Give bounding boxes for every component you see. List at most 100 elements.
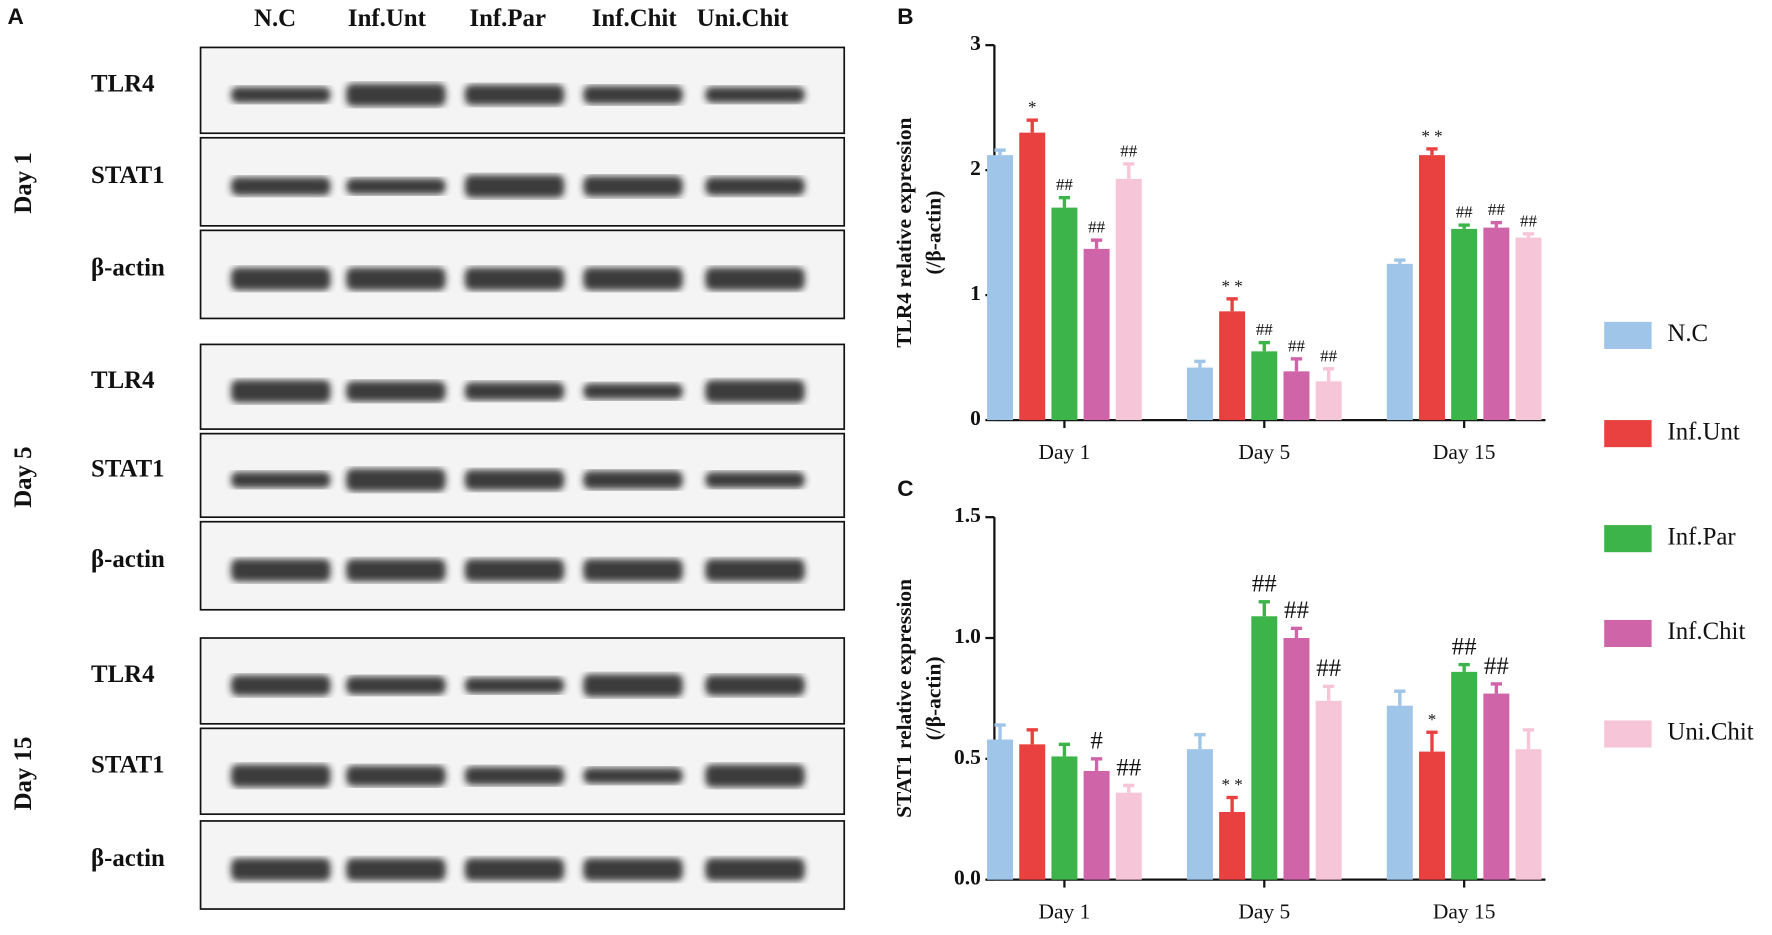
significance-mark: ##	[1256, 320, 1273, 339]
lane-label: Uni.Chit	[697, 5, 789, 32]
significance-mark: ##	[1120, 141, 1137, 160]
blot-band	[464, 382, 565, 401]
bar	[1186, 749, 1213, 880]
bar	[1451, 671, 1478, 880]
row-label: β-actin	[91, 845, 165, 872]
y-tick-label: 2	[970, 156, 981, 180]
blot-band	[705, 267, 805, 291]
blot-band	[464, 267, 565, 291]
y-tick-label: 0	[970, 406, 981, 430]
bar	[1418, 155, 1445, 421]
legend-label: Inf.Par	[1667, 523, 1736, 550]
significance-mark: ##	[1452, 633, 1477, 660]
bar	[1315, 700, 1342, 880]
significance-mark: ##	[1284, 597, 1309, 624]
blot-band	[464, 84, 565, 106]
y-axis-label: STAT1 relative expression	[892, 579, 916, 818]
bar	[1315, 381, 1342, 421]
bar	[1019, 744, 1046, 880]
significance-mark: * *	[1421, 126, 1442, 145]
blot-band	[705, 764, 805, 788]
y-tick-label: 0.0	[954, 866, 981, 890]
row-label: TLR4	[91, 367, 154, 394]
bar	[1386, 263, 1413, 421]
significance-mark: * *	[1222, 775, 1243, 794]
row-label: β-actin	[91, 546, 165, 573]
panel-label: B	[897, 4, 913, 29]
significance-mark: ##	[1484, 653, 1509, 680]
blot-band	[346, 558, 446, 582]
blot-band	[346, 676, 446, 695]
bar	[1219, 812, 1246, 880]
blot-band	[705, 558, 805, 582]
bar	[1051, 207, 1078, 421]
day-label: Day 1	[10, 152, 37, 213]
blot-band	[705, 472, 805, 488]
blot-band	[231, 177, 331, 196]
blot-band	[231, 558, 331, 582]
significance-mark: ##	[1520, 211, 1537, 230]
blot-band	[231, 472, 331, 488]
y-tick-label: 0.5	[954, 745, 981, 769]
y-axis-label: (/β-actin)	[922, 656, 946, 740]
blot-band	[231, 267, 331, 291]
blot-band	[346, 178, 446, 195]
blot-band	[231, 379, 331, 403]
significance-mark: ##	[1288, 336, 1305, 355]
blot-band	[231, 675, 331, 696]
x-tick-label: Day 15	[1433, 440, 1496, 464]
blot-band	[705, 86, 805, 103]
blot-band	[464, 558, 565, 582]
row-label: STAT1	[91, 162, 165, 189]
row-label: STAT1	[91, 456, 165, 483]
significance-mark: ##	[1088, 218, 1105, 237]
x-tick-label: Day 1	[1039, 440, 1091, 464]
blot-band	[346, 381, 446, 402]
blot-band	[705, 379, 805, 403]
y-axis-label: TLR4 relative expression	[892, 117, 916, 347]
day-label: Day 15	[10, 737, 37, 811]
bar	[1115, 792, 1142, 880]
blot-band	[464, 469, 565, 491]
blot-band	[346, 858, 446, 881]
y-tick-label: 1	[970, 281, 981, 305]
y-tick-label: 3	[970, 31, 981, 55]
blot-band	[583, 85, 683, 104]
blot-band	[464, 677, 565, 694]
significance-mark: ##	[1056, 175, 1073, 194]
blot-band	[705, 675, 805, 696]
y-axis-label: (/β-actin)	[922, 191, 946, 275]
bar	[1283, 371, 1310, 421]
blot-band	[705, 858, 805, 881]
bar	[987, 739, 1014, 880]
legend-label: N.C	[1667, 320, 1708, 347]
significance-mark: ##	[1252, 571, 1277, 598]
row-label: STAT1	[91, 751, 165, 778]
blot-band	[583, 383, 683, 400]
y-tick-label: 1.0	[954, 624, 981, 648]
legend-swatch	[1604, 619, 1652, 648]
panel-label: C	[897, 476, 913, 501]
y-tick-label: 1.5	[954, 503, 981, 527]
blot-band	[583, 267, 683, 291]
significance-mark: #	[1090, 728, 1102, 755]
lane-label: Inf.Unt	[348, 5, 427, 32]
bar	[1083, 248, 1110, 421]
bar	[1019, 132, 1046, 421]
lane-label: Inf.Chit	[592, 5, 678, 32]
panel-label: A	[7, 4, 23, 29]
blot-band	[705, 177, 805, 196]
bar	[1483, 227, 1510, 421]
bar	[1251, 351, 1278, 421]
significance-mark: ##	[1488, 200, 1505, 219]
legend-label: Inf.Unt	[1667, 418, 1740, 445]
row-label: TLR4	[91, 71, 154, 98]
x-tick-label: Day 5	[1238, 440, 1290, 464]
legend-swatch	[1604, 525, 1652, 553]
bar	[1386, 705, 1413, 880]
blot-band	[464, 175, 565, 198]
bar	[1283, 638, 1310, 880]
significance-mark: ##	[1316, 655, 1341, 682]
